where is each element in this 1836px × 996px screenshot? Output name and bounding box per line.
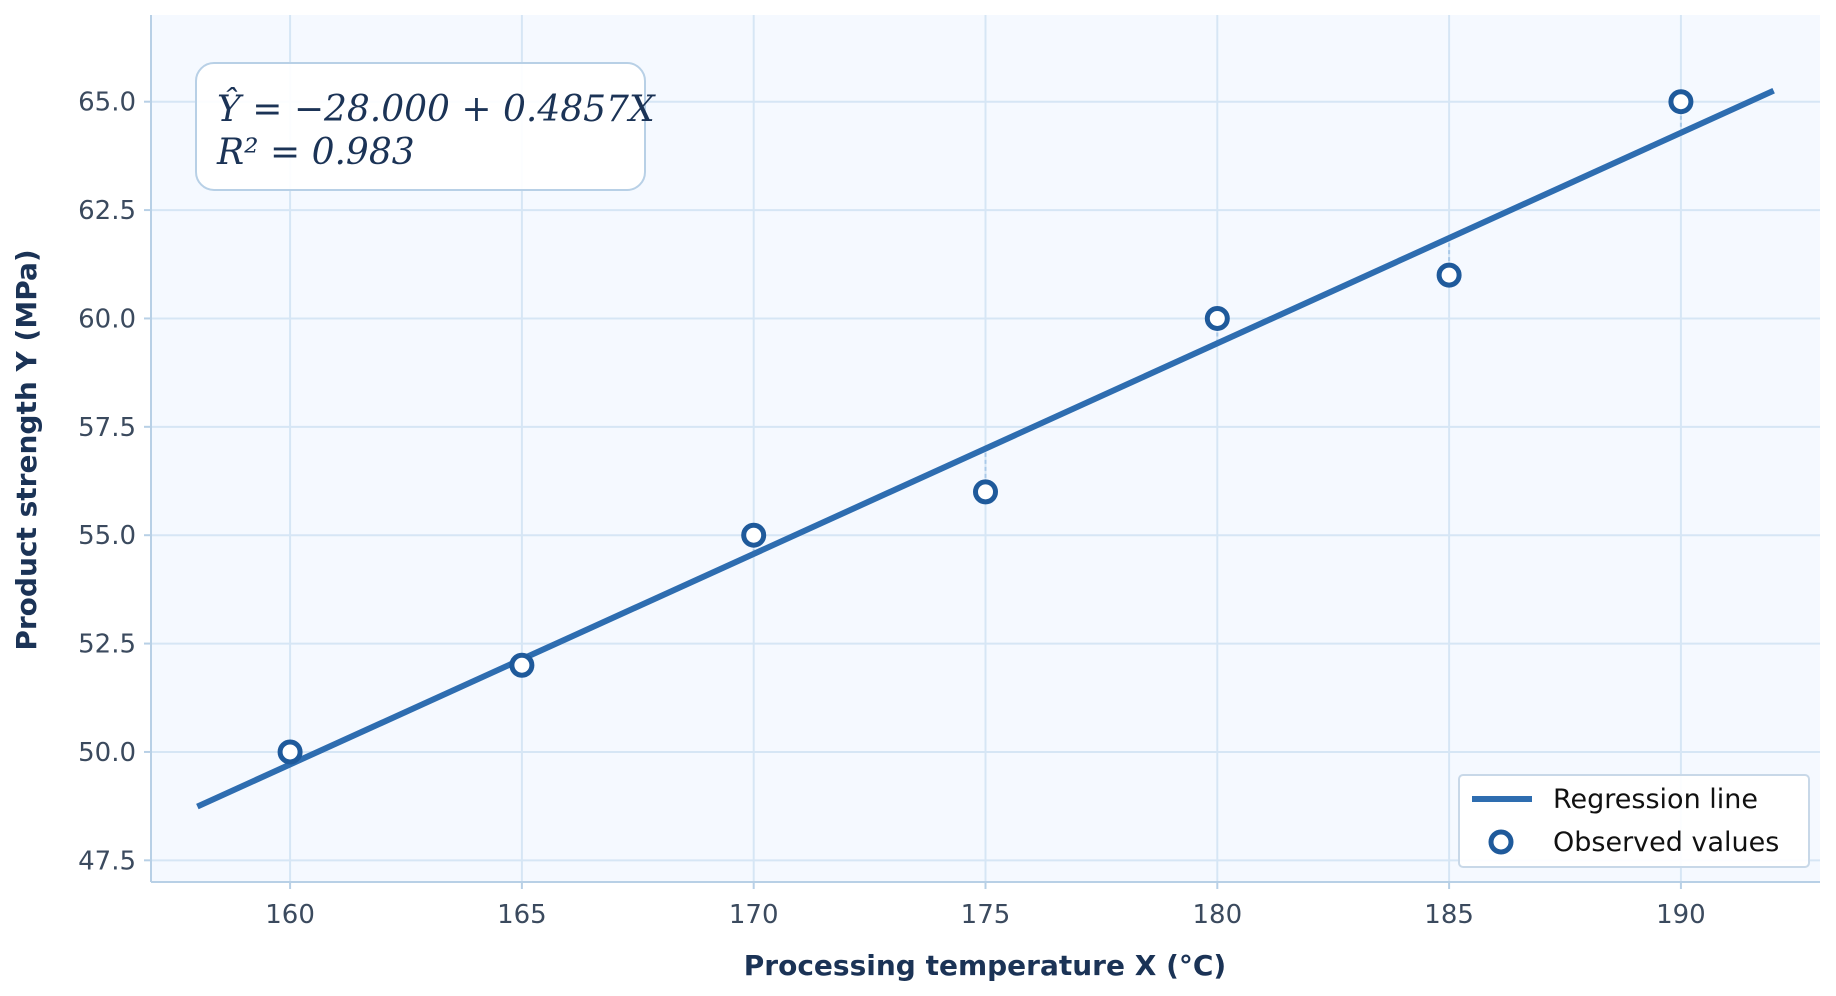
- observed-point-2: [741, 522, 767, 548]
- observed-point-0: [277, 739, 303, 765]
- regression-line: [196, 87, 1775, 810]
- legend-label-observed-values: Observed values: [1553, 827, 1779, 858]
- x-tick-label-5: 185: [1424, 900, 1474, 930]
- y-tick-label-0: 47.5: [78, 846, 136, 876]
- y-axis-ticks: 47.5 50.0 52.5 55.0 57.5 60.0 62.5 65.0: [78, 88, 151, 876]
- x-tick-label-6: 190: [1656, 900, 1706, 930]
- observed-point-3: [973, 479, 998, 505]
- legend-marker-swatch: [1488, 829, 1514, 855]
- observed-point-6: [1668, 89, 1694, 115]
- x-tick-label-3: 175: [961, 900, 1011, 930]
- equation-box: Ŷ = −28.000 + 0.4857X R² = 0.983: [195, 62, 656, 191]
- y-axis-title: Product strength Y (MPa): [10, 249, 43, 650]
- observed-point-4: [1204, 305, 1230, 331]
- observed-point-5: [1436, 262, 1462, 288]
- y-tick-label-7: 65.0: [78, 88, 136, 118]
- legend-label-regression-line: Regression line: [1553, 784, 1758, 815]
- x-tick-label-0: 160: [265, 900, 315, 930]
- r-squared-text: R² = 0.983: [216, 132, 415, 173]
- x-tick-label-2: 170: [729, 900, 779, 930]
- y-tick-label-3: 55.0: [78, 521, 136, 551]
- x-tick-label-4: 180: [1192, 900, 1242, 930]
- y-tick-label-4: 57.5: [78, 413, 136, 443]
- equation-text: Ŷ = −28.000 + 0.4857X: [217, 88, 656, 130]
- x-tick-label-1: 165: [497, 900, 547, 930]
- legend: Regression line Observed values: [1458, 774, 1810, 868]
- grid-lines: [151, 15, 1820, 882]
- observed-points: [277, 89, 1694, 765]
- y-tick-label-6: 62.5: [78, 196, 136, 226]
- observed-point-1: [509, 652, 535, 678]
- y-tick-label-2: 52.5: [78, 630, 136, 660]
- y-tick-label-1: 50.0: [78, 738, 136, 768]
- x-axis-ticks: 160 165 170 175 180 185 190: [265, 882, 1706, 930]
- equation-box-frame: [195, 62, 646, 191]
- y-tick-label-5: 60.0: [78, 304, 136, 334]
- x-axis-title: Processing temperature X (°C): [744, 949, 1226, 982]
- legend-frame: [1458, 774, 1810, 868]
